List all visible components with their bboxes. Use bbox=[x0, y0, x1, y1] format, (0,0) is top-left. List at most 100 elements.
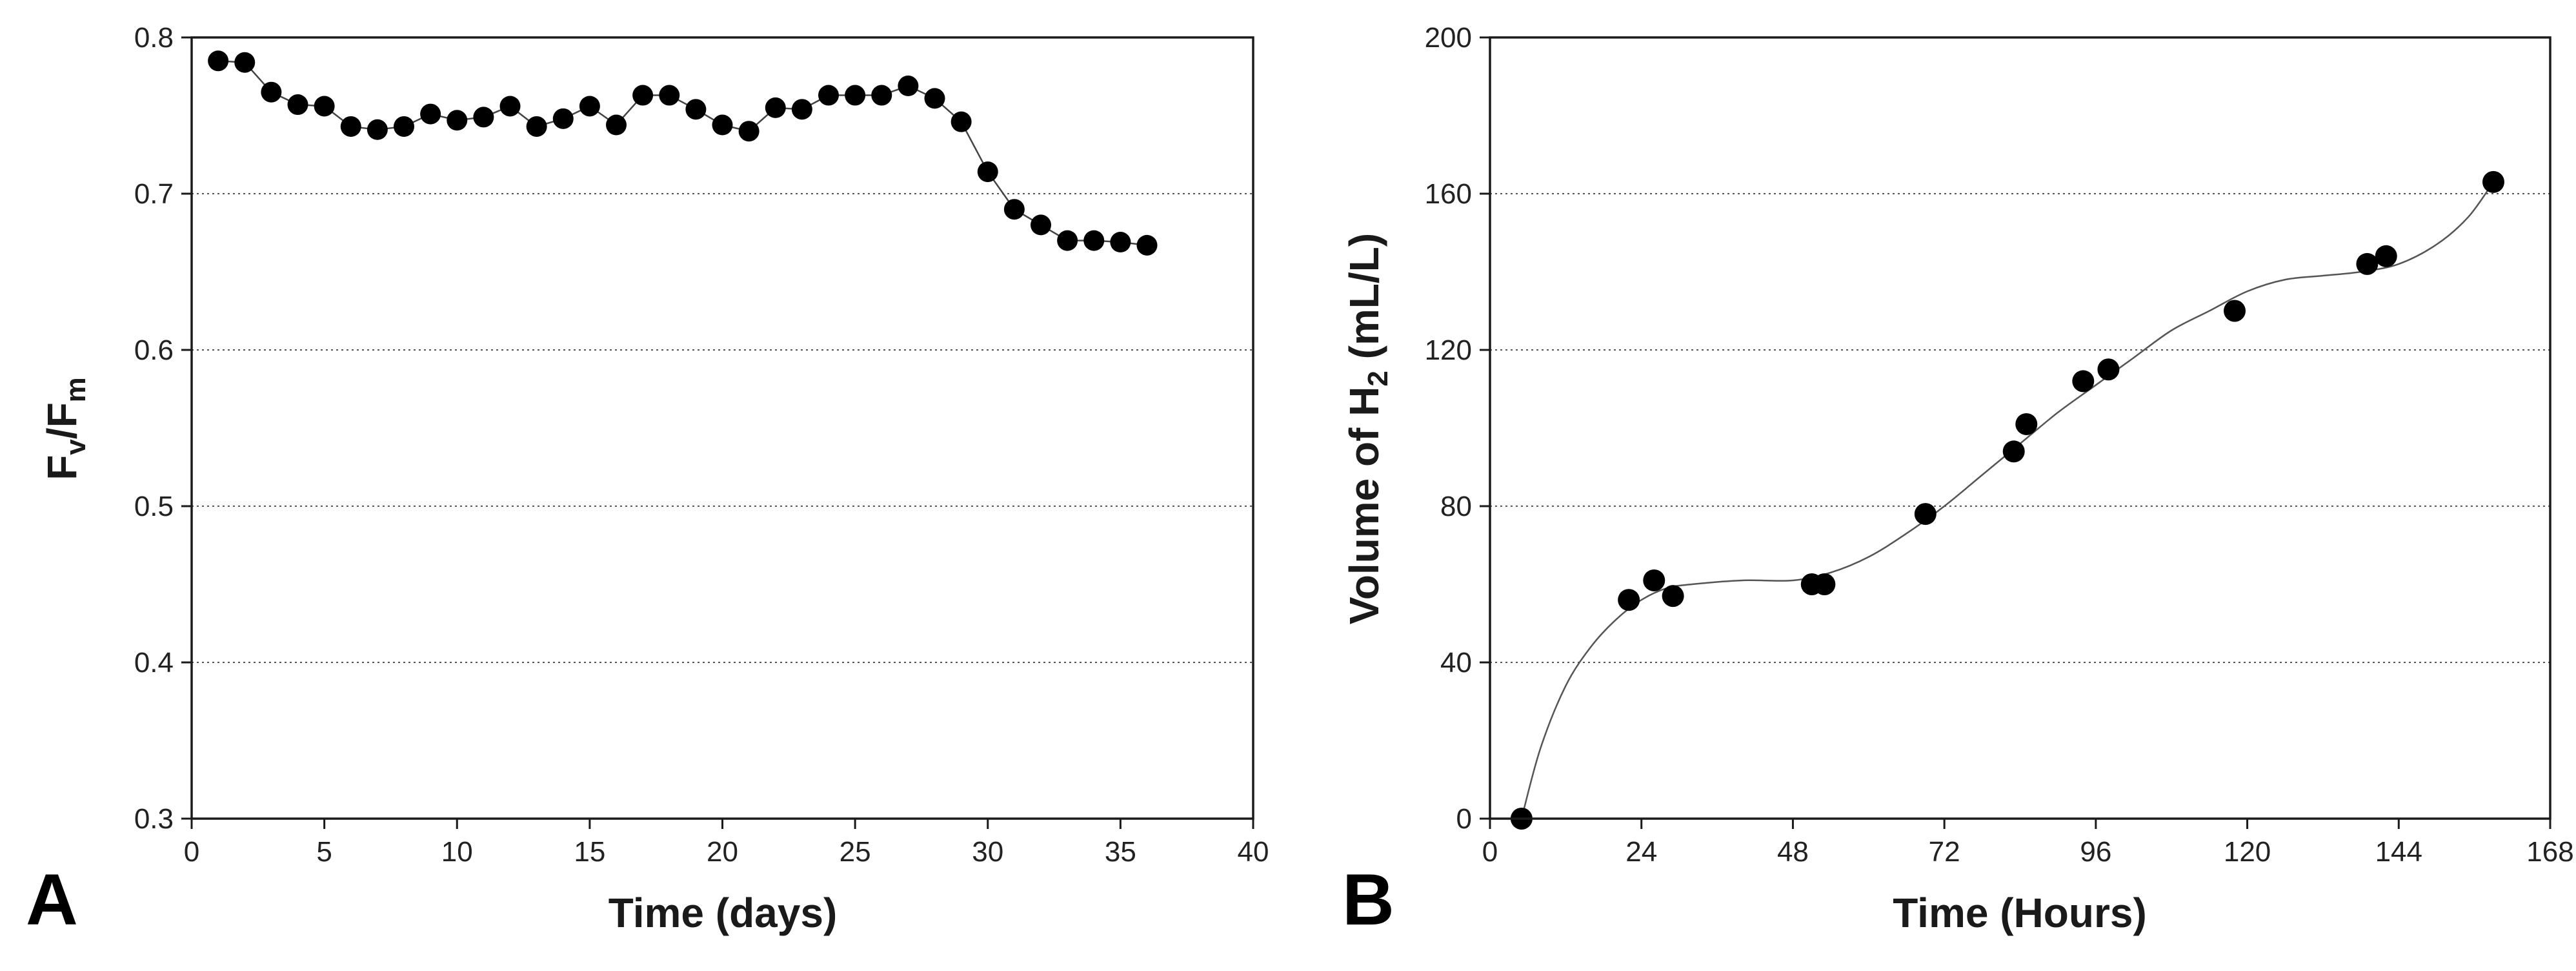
x-tick-label: 0 bbox=[1482, 836, 1498, 868]
y-tick-label: 160 bbox=[1425, 178, 1472, 210]
y-tick-label: 0 bbox=[1456, 803, 1472, 835]
x-tick-label: 5 bbox=[316, 836, 332, 868]
data-point bbox=[473, 107, 494, 128]
data-point bbox=[898, 76, 919, 97]
y-tick-label: 0.3 bbox=[134, 803, 174, 835]
x-tick-label: 144 bbox=[2375, 836, 2422, 868]
panel-b-y-axis-ticks: 0 40 80 120 160 200 bbox=[1425, 22, 1490, 835]
data-point bbox=[1110, 232, 1131, 253]
panel-a-data-points bbox=[208, 50, 1158, 256]
x-tick-label: 168 bbox=[2526, 836, 2573, 868]
panel-b-x-axis-ticks: 0 24 48 72 96 120 144 168 bbox=[1482, 819, 2574, 868]
data-point bbox=[2375, 245, 2397, 267]
x-tick-label: 15 bbox=[574, 836, 605, 868]
data-point bbox=[2482, 170, 2504, 193]
data-point bbox=[1643, 569, 1665, 591]
data-point bbox=[314, 96, 335, 117]
y-tick-label: 40 bbox=[1440, 647, 1472, 679]
data-point bbox=[420, 103, 441, 125]
data-point bbox=[738, 121, 760, 142]
data-point bbox=[1136, 234, 1158, 256]
panel-b-x-axis-title: Time (Hours) bbox=[1893, 890, 2147, 936]
data-point bbox=[447, 110, 468, 131]
panel-b-y-axis-title: Volume of H2 (mL/L) bbox=[1341, 233, 1394, 624]
panel-a-letter: A bbox=[26, 859, 78, 940]
data-point bbox=[367, 119, 388, 140]
data-point bbox=[2356, 252, 2379, 275]
data-point bbox=[1083, 230, 1105, 251]
data-point bbox=[871, 85, 892, 106]
x-tick-label: 35 bbox=[1105, 836, 1136, 868]
x-tick-label: 0 bbox=[184, 836, 199, 868]
data-point bbox=[579, 96, 600, 117]
panel-a-y-axis-ticks: 0.3 0.4 0.5 0.6 0.7 0.8 bbox=[134, 22, 192, 835]
x-tick-label: 48 bbox=[1777, 836, 1809, 868]
series-line bbox=[218, 60, 1147, 247]
data-point bbox=[1031, 214, 1051, 236]
x-tick-label: 24 bbox=[1625, 836, 1657, 868]
data-point bbox=[394, 116, 414, 137]
data-point bbox=[1813, 573, 1836, 595]
data-point bbox=[818, 85, 839, 106]
y-tick-label: 80 bbox=[1440, 491, 1472, 522]
data-point bbox=[632, 85, 654, 106]
data-point bbox=[606, 114, 627, 136]
panel-a-x-axis-ticks: 0 5 10 15 20 25 30 35 40 bbox=[184, 819, 1269, 868]
x-tick-label: 30 bbox=[972, 836, 1003, 868]
panel-a-y-axis-title: Fv/Fm bbox=[39, 377, 92, 480]
data-point bbox=[526, 116, 547, 137]
panel-b: 0 24 48 72 96 120 144 168 0 40 80 120 160 200 Time (… bbox=[1341, 22, 2574, 940]
y-tick-label: 120 bbox=[1425, 334, 1472, 366]
data-point bbox=[659, 85, 680, 106]
x-tick-label: 72 bbox=[1929, 836, 1960, 868]
data-point bbox=[1003, 199, 1025, 220]
x-tick-label: 20 bbox=[707, 836, 738, 868]
panel-a-plot-frame bbox=[190, 36, 1254, 820]
fit-curve bbox=[1520, 181, 2494, 819]
data-point bbox=[261, 81, 282, 103]
data-point bbox=[234, 52, 256, 73]
data-point bbox=[499, 96, 521, 117]
x-tick-label: 96 bbox=[2080, 836, 2111, 868]
data-point bbox=[845, 85, 866, 106]
data-point bbox=[924, 88, 945, 109]
data-point bbox=[552, 108, 574, 129]
y-tick-label: 0.8 bbox=[134, 22, 174, 54]
y-tick-label: 0.4 bbox=[134, 647, 174, 679]
data-point bbox=[1618, 589, 1640, 611]
data-point bbox=[2072, 370, 2095, 393]
panel-b-letter: B bbox=[1342, 859, 1394, 940]
y-tick-label: 0.5 bbox=[134, 491, 174, 522]
y-tick-label: 0.6 bbox=[134, 334, 174, 366]
data-point bbox=[685, 99, 707, 120]
x-tick-label: 40 bbox=[1238, 836, 1269, 868]
x-tick-label: 10 bbox=[441, 836, 473, 868]
data-point bbox=[2097, 358, 2120, 381]
panel-b-fit-curve bbox=[1520, 181, 2494, 819]
data-point bbox=[712, 114, 733, 136]
panel-a: 0 5 10 15 20 25 30 35 40 0.3 0.4 0.5 0.6 0.7 0.8 Time… bbox=[26, 22, 1269, 940]
panel-b-plot-frame bbox=[1489, 36, 2551, 820]
panel-b-data-points bbox=[1510, 170, 2504, 830]
data-point bbox=[977, 161, 998, 183]
data-point bbox=[2015, 413, 2038, 435]
data-point bbox=[208, 50, 229, 72]
panel-b-gridlines bbox=[1490, 193, 2550, 663]
data-point bbox=[2224, 300, 2246, 322]
y-tick-label: 0.7 bbox=[134, 178, 174, 210]
data-point bbox=[2002, 440, 2025, 463]
panel-a-series-line bbox=[218, 60, 1147, 247]
data-point bbox=[1662, 585, 1684, 608]
data-point bbox=[287, 94, 308, 116]
data-point bbox=[765, 97, 786, 118]
x-tick-label: 120 bbox=[2224, 836, 2271, 868]
data-point bbox=[1057, 230, 1078, 251]
data-point bbox=[340, 116, 361, 137]
panel-a-x-axis-title: Time (days) bbox=[609, 890, 838, 936]
data-point bbox=[1914, 503, 1937, 526]
data-point bbox=[791, 99, 812, 120]
panel-a-gridlines bbox=[192, 193, 1253, 663]
y-tick-label: 200 bbox=[1425, 22, 1472, 54]
data-point bbox=[951, 111, 972, 132]
